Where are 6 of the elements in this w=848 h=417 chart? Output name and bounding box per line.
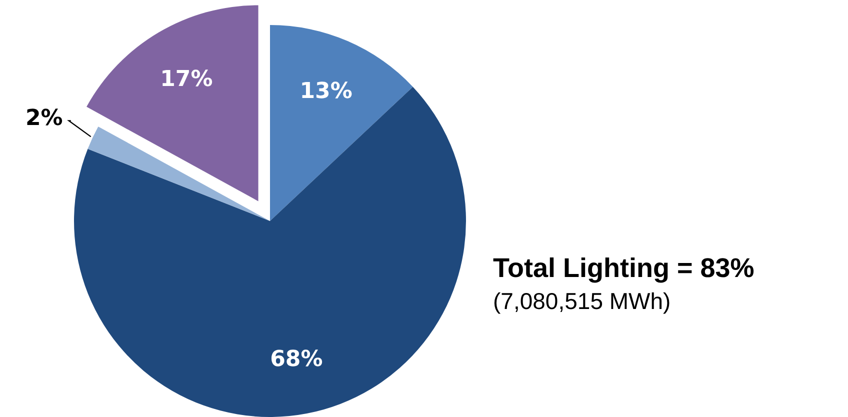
text: Total Lighting = 83% (493, 253, 754, 283)
data-label: 17% (160, 67, 213, 92)
data-label: 13% (300, 78, 352, 104)
text: (7,080,515 MWh) (493, 288, 671, 314)
data-label: 68% (270, 347, 323, 372)
data-label: 2% (25, 106, 63, 132)
